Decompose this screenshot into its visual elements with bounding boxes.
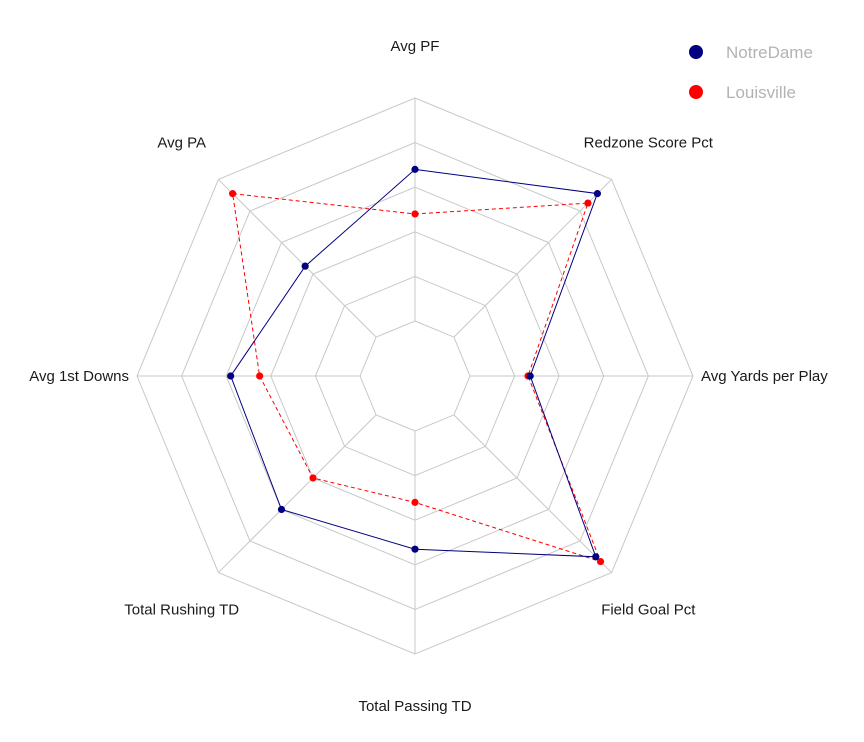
data-point-notredame <box>227 372 235 380</box>
data-point-notredame <box>411 545 419 553</box>
axis-label: Avg PA <box>157 135 206 152</box>
grid-spoke <box>453 414 612 573</box>
grid-spoke <box>453 179 612 338</box>
legend: NotreDame Louisville <box>689 43 813 102</box>
axis-label: Avg Yards per Play <box>701 368 828 385</box>
legend-label-notredame: NotreDame <box>726 43 813 62</box>
axis-label: Total Passing TD <box>358 698 471 715</box>
axis-label: Avg PF <box>391 38 440 55</box>
data-point-louisville <box>256 372 264 380</box>
radar-series <box>227 165 605 566</box>
grid-spoke <box>218 179 377 338</box>
data-point-notredame <box>411 165 419 173</box>
legend-label-louisville: Louisville <box>726 83 796 102</box>
axis-label: Total Rushing TD <box>124 601 239 618</box>
radar-grid <box>136 97 694 655</box>
data-point-louisville <box>584 199 592 207</box>
legend-marker-louisville <box>689 85 703 99</box>
data-point-louisville <box>411 498 419 506</box>
data-point-notredame <box>526 372 534 380</box>
series-line-notredame <box>230 168 599 558</box>
data-point-notredame <box>593 190 601 198</box>
grid-ring <box>359 320 471 432</box>
data-point-notredame <box>301 262 309 270</box>
axis-labels: Avg PF Redzone Score Pct Avg Yards per Pla… <box>29 38 828 715</box>
data-point-louisville <box>411 210 419 218</box>
axis-label: Field Goal Pct <box>601 601 696 618</box>
axis-label: Redzone Score Pct <box>584 135 714 152</box>
grid-spoke <box>218 414 377 573</box>
data-point-louisville <box>596 557 605 566</box>
axis-label: Avg 1st Downs <box>29 368 129 385</box>
data-point-louisville <box>229 190 237 198</box>
data-point-notredame <box>277 505 286 514</box>
legend-marker-notredame <box>689 45 703 59</box>
data-point-notredame <box>592 553 600 561</box>
data-point-louisville <box>309 474 317 482</box>
